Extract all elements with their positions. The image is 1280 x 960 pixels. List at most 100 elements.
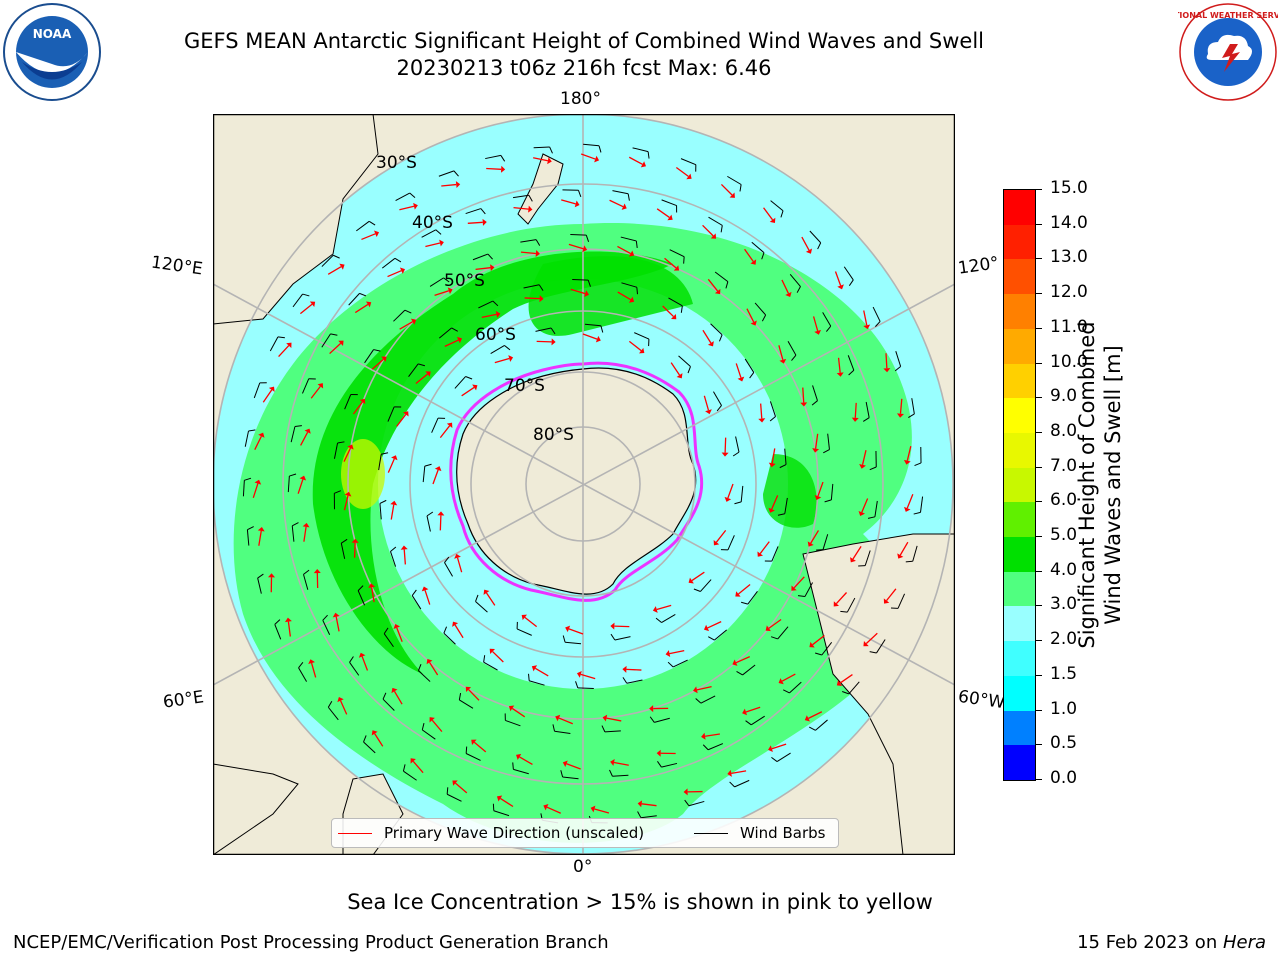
wind-barb-staff <box>784 448 787 465</box>
wave-direction-arrowhead <box>308 659 315 665</box>
wave-direction-arrow <box>735 656 751 664</box>
wave-direction-arrowhead <box>429 717 435 723</box>
colorbar-tick-mark <box>1036 536 1042 538</box>
wind-barb-staff <box>822 534 829 550</box>
wind-barb-staff <box>620 236 637 242</box>
wind-barb-feather <box>761 314 767 322</box>
wind-barb-feather <box>417 363 425 367</box>
colorbar-tick-label: 0.5 <box>1050 733 1078 754</box>
colorbar-tick-label: 7.0 <box>1050 455 1078 476</box>
wind-barb-feather <box>908 413 915 418</box>
wave-direction-arrow <box>481 313 497 318</box>
wave-direction-arrow <box>731 770 747 775</box>
wind-barb-feather <box>443 626 448 634</box>
wind-barb-feather <box>424 463 432 467</box>
wind-barb-feather <box>867 516 876 519</box>
wind-barb-staff <box>438 327 452 339</box>
wind-barb-staff <box>770 200 784 212</box>
wind-barb-feather <box>777 513 785 516</box>
wind-barb-feather <box>334 490 342 494</box>
wave-direction-arrow <box>494 357 510 364</box>
wave-direction-arrow <box>617 245 631 255</box>
wave-direction-arrow <box>906 493 914 509</box>
wave-direction-arrow <box>609 199 624 208</box>
wind-barb-feather <box>417 663 422 671</box>
wind-barb-staff <box>846 597 856 613</box>
wave-direction-arrow <box>617 291 632 301</box>
wave-direction-arrowhead <box>836 372 844 377</box>
wave-direction-arrowhead <box>863 324 871 330</box>
wave-direction-arrowhead <box>758 418 766 423</box>
wind-barb-feather <box>848 369 855 376</box>
wind-barb-staff <box>348 293 360 306</box>
wind-barb-staff <box>754 302 767 316</box>
wind-barb-feather <box>745 720 752 726</box>
wave-direction-arrowhead <box>391 687 398 694</box>
wave-direction-arrow <box>707 278 719 292</box>
wave-direction-arrowhead <box>729 192 735 198</box>
wave-direction-arrowhead <box>421 586 429 592</box>
wave-direction-arrowhead <box>338 340 344 346</box>
wind-barb-staff <box>535 327 552 332</box>
wave-direction-arrowhead <box>883 598 890 604</box>
wave-direction-arrow <box>399 205 415 211</box>
wave-direction-arrow <box>353 542 356 558</box>
wind-barb-staff <box>387 406 395 422</box>
wave-direction-arrowhead <box>750 259 757 265</box>
polar-map <box>213 114 955 855</box>
wave-direction-arrow <box>568 243 584 250</box>
lon-label-lower-left: 60°E <box>161 687 206 713</box>
wave-direction-arrowhead <box>809 641 815 648</box>
noaa-logo: NOAA <box>3 3 101 101</box>
wave-direction-arrow <box>744 248 754 262</box>
colorbar-segment <box>1004 675 1035 711</box>
wave-direction-arrowhead <box>814 329 822 335</box>
wind-barb-staff <box>472 253 489 261</box>
wind-barb-feather <box>411 589 417 596</box>
wave-direction-arrow <box>425 242 441 248</box>
wind-barb-feather <box>560 770 564 778</box>
lat-label-50s: 50°S <box>444 271 485 291</box>
wind-barb-staff <box>672 659 688 668</box>
nws-logo: NATIONAL WEATHER SERVICE <box>1178 3 1278 101</box>
wave-direction-arrow <box>781 279 790 294</box>
wind-barb-feather <box>500 155 506 162</box>
wave-direction-arrowhead <box>628 296 635 303</box>
colorbar-segment <box>1004 536 1035 572</box>
wave-direction-arrowhead <box>721 452 729 457</box>
wind-barb-feather <box>741 601 749 605</box>
wave-direction-arrow <box>456 557 463 573</box>
wind-barb-staff <box>912 545 918 562</box>
wave-direction-arrow <box>439 425 451 439</box>
wind-barb-feather <box>382 692 387 700</box>
wave-direction-arrowhead <box>543 803 549 811</box>
wind-barb-feather <box>736 670 743 676</box>
wind-barb-staff <box>344 394 352 410</box>
wave-direction-arrow <box>524 616 538 628</box>
wind-barb-staff <box>626 679 643 684</box>
land-africa <box>213 763 299 855</box>
wind-barb-staff <box>707 743 724 751</box>
wind-barb-staff <box>356 220 370 232</box>
colorbar-segment <box>1004 571 1035 607</box>
wave-direction-arrowhead <box>602 714 608 722</box>
colorbar-tick-mark <box>1036 397 1042 399</box>
wind-barb-staff <box>485 154 502 160</box>
wind-barb-staff <box>821 642 833 656</box>
wave-direction-arrowhead <box>859 463 866 469</box>
wave-direction-arrow <box>439 515 442 531</box>
wave-direction-arrowhead <box>351 538 359 543</box>
wave-direction-arrow <box>670 362 681 376</box>
chart-subtitle: 20230213 t06z 216h fcst Max: 6.46 <box>396 56 772 80</box>
lon-label-upper-right: 120° <box>956 253 1001 279</box>
wind-barb-staff <box>714 271 729 283</box>
wind-barb-staff <box>583 143 600 147</box>
wind-barb-staff <box>443 632 456 645</box>
wind-barb-feather <box>298 662 304 669</box>
wave-direction-arrow <box>760 403 763 419</box>
wind-barb-staff <box>614 636 631 641</box>
wave-direction-arrow <box>390 504 395 520</box>
wave-direction-arrowhead <box>489 648 496 655</box>
wave-direction-arrow <box>886 588 897 601</box>
wind-barb-feather <box>363 735 367 743</box>
